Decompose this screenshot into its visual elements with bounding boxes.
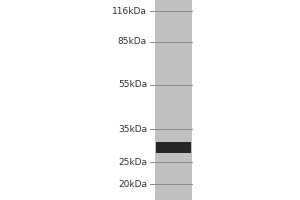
Bar bbox=[156, 142, 191, 153]
Text: 116kDa: 116kDa bbox=[112, 7, 147, 16]
Text: 20kDa: 20kDa bbox=[118, 180, 147, 189]
Text: 35kDa: 35kDa bbox=[118, 125, 147, 134]
Text: 55kDa: 55kDa bbox=[118, 80, 147, 89]
Text: 25kDa: 25kDa bbox=[118, 158, 147, 167]
Text: 85kDa: 85kDa bbox=[118, 37, 147, 46]
Bar bbox=[155, 0, 192, 200]
